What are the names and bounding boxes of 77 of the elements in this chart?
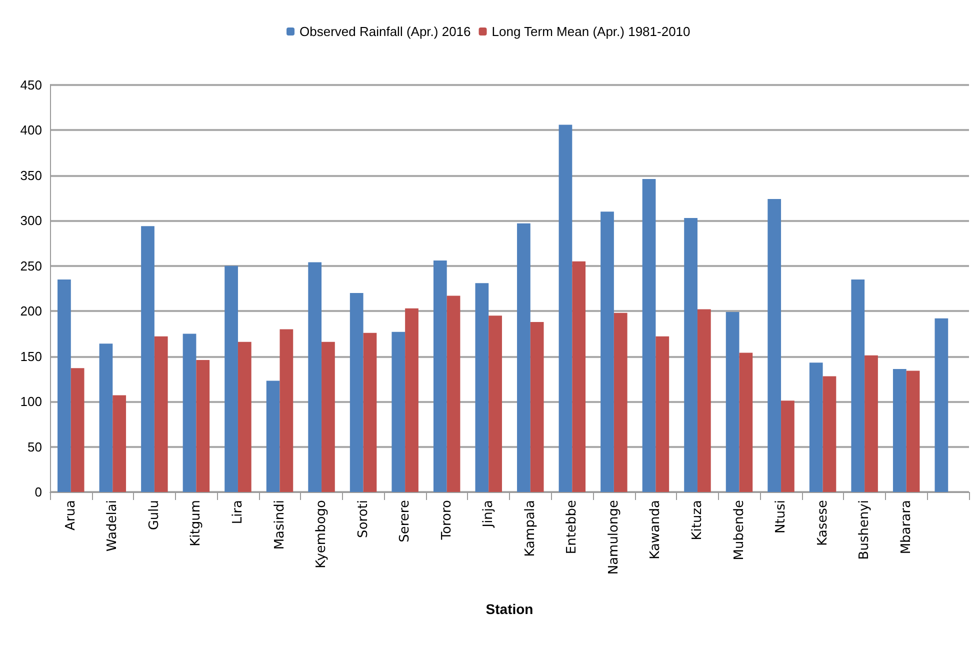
bar bbox=[280, 329, 294, 492]
bar bbox=[600, 212, 614, 492]
bar bbox=[864, 355, 878, 492]
x-tick-label: Masindi bbox=[272, 500, 288, 550]
bar bbox=[656, 336, 670, 492]
x-tick-label: Kitgum bbox=[188, 500, 204, 546]
bar bbox=[224, 266, 238, 492]
y-tick-label: 400 bbox=[20, 122, 42, 138]
x-tick-label: Bushenyi bbox=[857, 500, 872, 560]
x-tick-label: Tororo bbox=[439, 500, 454, 541]
bar bbox=[614, 312, 628, 492]
x-tick-label: Mbarara bbox=[898, 500, 914, 554]
x-tick-label: Entebbe bbox=[564, 500, 580, 554]
y-tick-label: 200 bbox=[20, 304, 42, 319]
x-tick-label: Kyembogo bbox=[314, 500, 330, 568]
x-tick-label: Soroti bbox=[356, 500, 371, 538]
bar bbox=[934, 318, 948, 492]
bar bbox=[141, 226, 154, 492]
bar bbox=[558, 124, 572, 492]
bar bbox=[99, 344, 113, 492]
bar bbox=[322, 342, 335, 492]
y-tick-label: 300 bbox=[20, 213, 42, 228]
bar bbox=[726, 312, 740, 492]
bar bbox=[238, 342, 252, 492]
bar bbox=[70, 368, 84, 492]
bar bbox=[112, 395, 126, 492]
bar bbox=[739, 352, 753, 492]
bar bbox=[58, 279, 71, 492]
bar bbox=[154, 336, 168, 492]
bar bbox=[475, 283, 489, 492]
bar bbox=[822, 376, 836, 492]
bar bbox=[266, 380, 280, 492]
bar bbox=[697, 309, 711, 492]
x-tick-label: Kampala bbox=[522, 500, 538, 557]
y-tick-label: 250 bbox=[20, 258, 42, 274]
x-tick-label: Kasese bbox=[815, 500, 830, 546]
bar bbox=[906, 370, 920, 492]
bar bbox=[446, 296, 460, 492]
x-tick-label: Wadelai bbox=[105, 500, 120, 552]
y-tick-label: 50 bbox=[28, 439, 42, 454]
y-tick-label: 450 bbox=[20, 78, 42, 92]
x-tick-label: Jinja bbox=[481, 500, 496, 528]
bar bbox=[642, 179, 656, 492]
x-tick-label: Arua bbox=[63, 500, 78, 530]
y-tick-label: 150 bbox=[20, 348, 42, 364]
y-tick-label: 0 bbox=[34, 484, 42, 500]
legend-label: Observed Rainfall (Apr.) 2016 bbox=[300, 24, 471, 39]
x-tick-label: Gulu bbox=[146, 500, 162, 530]
bar bbox=[572, 261, 586, 492]
bar bbox=[433, 260, 447, 492]
bar bbox=[392, 332, 406, 492]
bar bbox=[488, 316, 502, 492]
bar bbox=[768, 198, 782, 492]
bar bbox=[196, 360, 210, 492]
bar bbox=[308, 262, 322, 492]
y-tick-label: 350 bbox=[20, 168, 42, 183]
x-axis-title: Station bbox=[486, 601, 534, 617]
x-tick-label: Mubende bbox=[732, 500, 747, 560]
bar bbox=[517, 223, 530, 492]
bar bbox=[530, 322, 544, 492]
x-tick-label: Kawanda bbox=[648, 500, 664, 560]
bar bbox=[350, 293, 364, 492]
x-tick-label: Namulonge bbox=[606, 500, 622, 575]
y-tick-label: 100 bbox=[20, 394, 42, 410]
bar bbox=[363, 332, 377, 492]
bar bbox=[405, 308, 418, 492]
bar bbox=[892, 368, 906, 492]
x-tick-label: Kituza bbox=[690, 500, 705, 540]
legend-label: Long Term Mean (Apr.) 1981-2010 bbox=[492, 24, 690, 39]
bar bbox=[684, 218, 698, 492]
bar bbox=[851, 279, 865, 492]
bar bbox=[781, 400, 794, 492]
x-tick-label: Serere bbox=[398, 500, 413, 542]
bar bbox=[182, 334, 196, 492]
x-tick-label: Lira bbox=[230, 500, 246, 524]
x-tick-label: Ntusi bbox=[774, 500, 789, 534]
bar bbox=[809, 362, 823, 492]
